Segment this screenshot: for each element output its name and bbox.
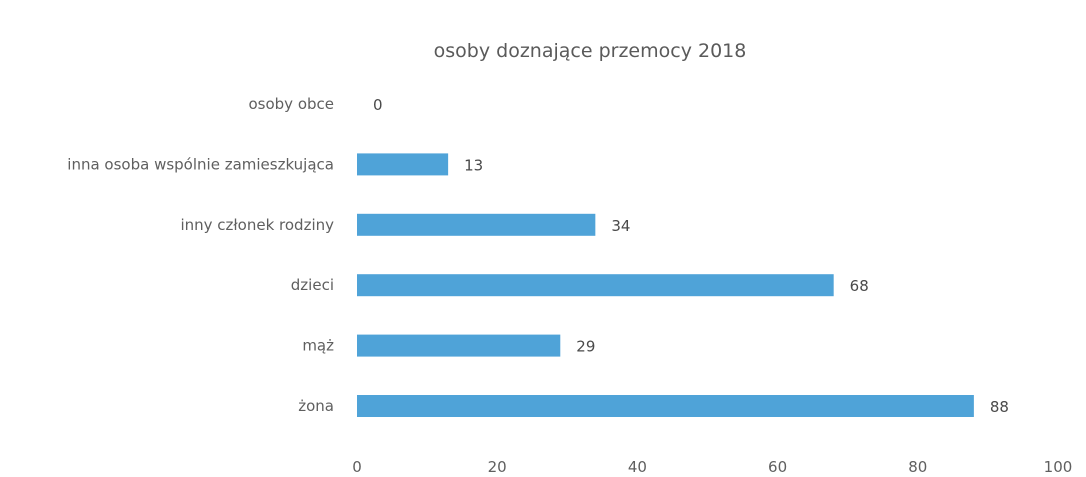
bar <box>357 274 834 297</box>
value-labels: 0 13 34 68 29 88 <box>373 96 1009 416</box>
x-tick-label: 60 <box>768 458 787 476</box>
category-label: mąż <box>302 337 334 355</box>
category-labels: osoby obce inna osoba wspólnie zamieszkuj… <box>67 95 334 415</box>
category-label: inny członek rodziny <box>180 216 334 234</box>
chart-title: osoby doznające przemocy 2018 <box>434 40 747 62</box>
x-axis-ticks: 0 20 40 60 80 100 <box>352 458 1072 476</box>
data-label: 34 <box>611 217 630 235</box>
category-label: żona <box>298 397 334 415</box>
data-label: 68 <box>850 277 869 295</box>
x-tick-label: 20 <box>488 458 507 476</box>
data-label: 88 <box>990 398 1009 416</box>
bars <box>357 153 974 417</box>
category-label: osoby obce <box>248 95 334 113</box>
bar <box>357 334 561 357</box>
x-tick-label: 100 <box>1044 458 1073 476</box>
bar <box>357 213 596 236</box>
x-tick-label: 80 <box>908 458 927 476</box>
x-tick-label: 0 <box>352 458 362 476</box>
x-tick-label: 40 <box>628 458 647 476</box>
data-label: 13 <box>464 156 483 174</box>
data-label: 29 <box>576 338 595 356</box>
bar <box>357 395 974 417</box>
data-label: 0 <box>373 96 383 114</box>
category-label: inna osoba wspólnie zamieszkująca <box>67 155 334 173</box>
bar <box>357 153 449 176</box>
category-label: dzieci <box>291 276 334 294</box>
